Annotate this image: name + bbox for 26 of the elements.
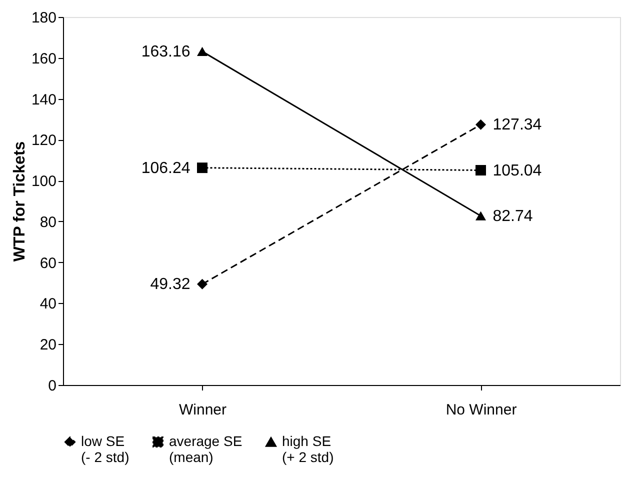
y-axis-title: WTP for Tickets — [11, 141, 28, 262]
legend-label: low SE (- 2 std) — [81, 433, 130, 465]
y-tick-label: 100 — [31, 173, 56, 190]
data-label: 105.04 — [492, 162, 542, 180]
y-tick-label: 120 — [31, 132, 56, 150]
point — [476, 165, 486, 176]
legend-label: average SE (mean) — [169, 433, 242, 465]
y-tick-label: 60 — [40, 254, 56, 272]
legend-label: high SE (+ 2 std) — [282, 433, 334, 465]
data-label: 82.74 — [492, 208, 533, 225]
x-tick-label: Winner — [178, 402, 227, 418]
y-tick-label: 20 — [40, 336, 56, 354]
y-tick-label: 80 — [40, 214, 56, 231]
point — [197, 278, 208, 290]
data-label: 106.24 — [141, 160, 190, 177]
y-tick-label: 180 — [31, 10, 56, 26]
data-label: 49.32 — [150, 276, 190, 294]
data-label: 163.16 — [141, 43, 190, 60]
y-tick-label: 40 — [40, 296, 56, 313]
y-tick-label: 0 — [48, 378, 56, 394]
point — [476, 119, 486, 130]
data-label: 127.34 — [492, 116, 542, 134]
point — [197, 162, 208, 174]
x-tick-label: No Winner — [446, 402, 517, 418]
y-tick-label: 160 — [31, 50, 56, 68]
y-tick-label: 140 — [31, 91, 56, 108]
